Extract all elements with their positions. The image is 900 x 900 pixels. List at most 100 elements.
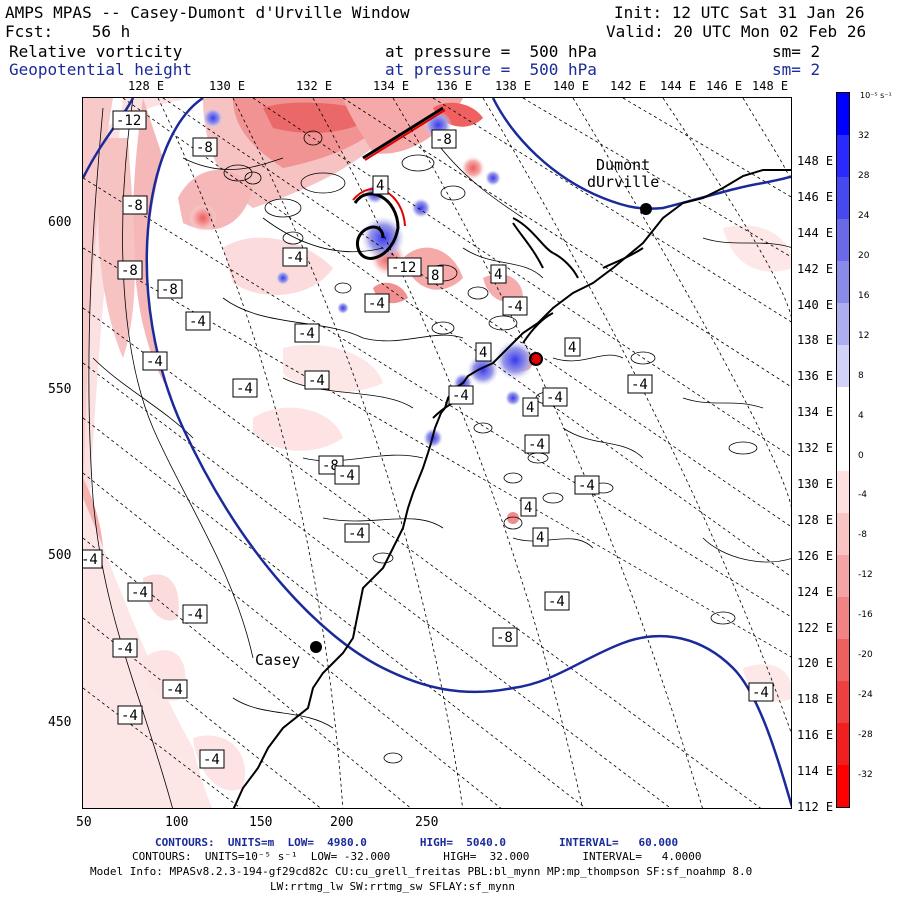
colorbar-swatch: [837, 261, 849, 303]
contour-value-label: -4: [112, 638, 138, 658]
contour-value-label: 4: [522, 397, 539, 417]
station-label-casey: Casey: [255, 651, 301, 669]
geopotential-height-contours: [83, 98, 791, 808]
station-marker-casey: [310, 641, 322, 653]
contour-value-label: -12: [387, 257, 422, 277]
svg-text:-4: -4: [186, 607, 203, 623]
negative-vorticity-shading: [83, 98, 791, 808]
top-axis-label: 132 E: [296, 79, 333, 93]
contour-value-label: 4: [372, 175, 389, 195]
field2-smoothing: sm= 2: [772, 60, 821, 79]
svg-text:4: 4: [524, 500, 532, 516]
bottom-axis-label: 100: [165, 815, 189, 830]
svg-text:-4: -4: [578, 478, 595, 494]
contour-value-label: -4: [544, 591, 570, 611]
contour-value-label: -8: [157, 279, 183, 299]
bottom-axis-label: 200: [330, 815, 354, 830]
svg-text:-4: -4: [121, 708, 138, 724]
contour-value-label: -4: [344, 523, 370, 543]
contour-value-label: -4: [282, 247, 308, 267]
colorbar-label: 0: [858, 450, 864, 461]
svg-text:4: 4: [479, 345, 487, 361]
svg-text:-8: -8: [196, 140, 213, 156]
top-axis-label: 138 E: [495, 79, 532, 93]
coastline: [232, 169, 791, 808]
right-axis-label: 140 E: [797, 297, 834, 312]
right-axis-label: 144 E: [797, 225, 834, 240]
svg-text:-4: -4: [752, 685, 769, 701]
contour-value-label: -4: [542, 387, 568, 407]
contour-value-label: -4: [334, 465, 360, 485]
colorbar-swatch: [837, 513, 849, 555]
right-axis-label: 134 E: [797, 405, 834, 420]
svg-text:-12: -12: [116, 113, 141, 129]
svg-text:-4: -4: [548, 594, 565, 610]
svg-text:4: 4: [494, 267, 502, 283]
svg-text:-4: -4: [338, 468, 355, 484]
field1-name: Relative vorticity: [9, 42, 183, 61]
contour-value-label: -4: [83, 549, 103, 569]
svg-text:-8: -8: [435, 132, 452, 148]
colorbar-label: -20: [858, 650, 873, 661]
svg-text:-4: -4: [146, 354, 163, 370]
field1-smoothing: sm= 2: [772, 42, 821, 61]
map-panel: -12 -8 -8 -8 -8 -4 -4 -4 -4 -4 -4 -4 -8 -4 -4 -4 -4 -4 -4-…: [82, 97, 792, 809]
contour-value-label: -4: [448, 385, 474, 405]
contour-value-label: -4: [185, 311, 211, 331]
colorbar-label: 8: [858, 370, 864, 381]
contour-value-label: 4: [532, 527, 549, 547]
right-axis-label: 142 E: [797, 261, 834, 276]
colorbar: [836, 92, 850, 808]
colorbar-label: -24: [858, 690, 873, 701]
footer-height-contours: CONTOURS: UNITS=m LOW= 4980.0 HIGH= 5040…: [155, 836, 679, 849]
colorbar-swatch: [837, 93, 849, 135]
svg-text:-4: -4: [631, 377, 648, 393]
footer-model-info: Model Info: MPASv8.2.3-194-gf29cd82c CU:…: [90, 865, 753, 878]
colorbar-swatch: [837, 345, 849, 387]
top-axis-label: 134 E: [373, 79, 410, 93]
top-axis-label: 146 E: [706, 79, 743, 93]
top-axis-label: 144 E: [660, 79, 697, 93]
contour-value-label: -8: [431, 129, 457, 149]
contour-value-label: -4: [142, 351, 168, 371]
colorbar-label: -4: [858, 490, 867, 501]
valid-time: Valid: 20 UTC Mon 02 Feb 26: [606, 22, 867, 41]
contour-value-label: -4: [304, 370, 330, 390]
contour-value-label: -8: [192, 137, 218, 157]
contour-value-label: -4: [627, 374, 653, 394]
right-axis-label: 116 E: [797, 728, 834, 743]
top-axis-label: 130 E: [209, 79, 246, 93]
right-axis-label: 132 E: [797, 441, 834, 456]
right-axis-label: 120 E: [797, 656, 834, 671]
colorbar-label: -28: [858, 730, 873, 741]
svg-text:-4: -4: [166, 682, 183, 698]
map-canvas: -12-8-8-8-8-4-4-4-4-4-4-4-8-4-4-4-4-4-4-…: [83, 98, 791, 808]
contour-value-label: -4: [364, 293, 390, 313]
svg-text:-4: -4: [368, 296, 385, 312]
contour-value-label: -4: [162, 679, 188, 699]
bottom-axis-label: 250: [415, 815, 439, 830]
colorbar-swatch: [837, 219, 849, 261]
station-marker-dumont-durville: [640, 203, 652, 215]
right-axis-label: 114 E: [797, 764, 834, 779]
contour-value-label: -4: [127, 582, 153, 602]
colorbar-swatch: [837, 681, 849, 723]
svg-text:-4: -4: [83, 552, 98, 568]
right-axis-label: 138 E: [797, 333, 834, 348]
strong-vorticity-feature: [352, 106, 543, 366]
colorbar-label: 12: [858, 330, 870, 341]
map-title: AMPS MPAS -- Casey-Dumont d'Urville Wind…: [5, 3, 410, 22]
svg-text:-4: -4: [116, 641, 133, 657]
right-axis-label: 128 E: [797, 512, 834, 527]
colorbar-swatch: [837, 429, 849, 471]
contour-value-label: 4: [475, 342, 492, 362]
left-axis-label: 600: [48, 215, 72, 230]
svg-text:-4: -4: [452, 388, 469, 404]
colorbar-label: 4: [858, 410, 864, 421]
right-axis-label: 148 E: [797, 154, 834, 168]
contour-value-label: 4: [564, 337, 581, 357]
init-time: Init: 12 UTC Sat 31 Jan 26: [614, 3, 865, 22]
svg-text:-8: -8: [121, 263, 138, 279]
right-axis-label: 136 E: [797, 369, 834, 384]
colorbar-swatch: [837, 303, 849, 345]
